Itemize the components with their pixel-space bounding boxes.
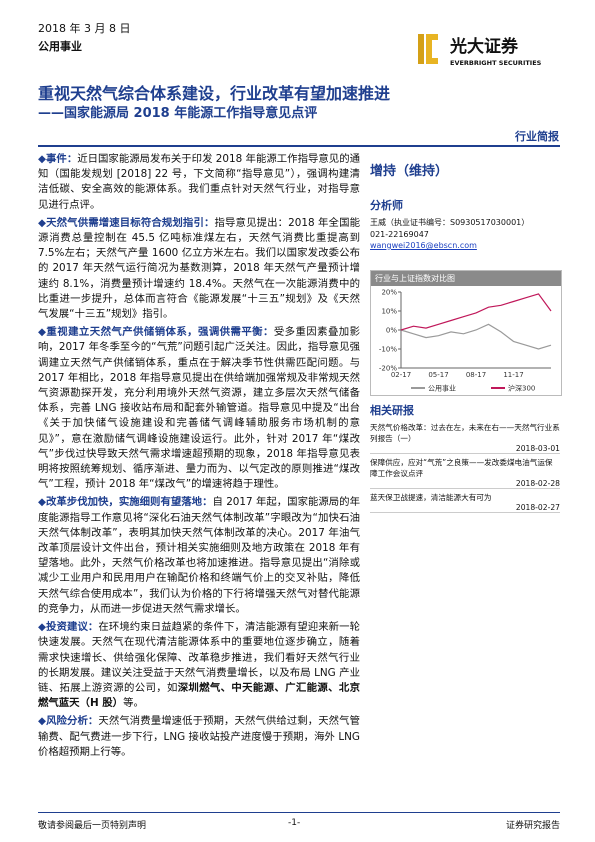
y-tick-label: -10% xyxy=(379,346,397,354)
paragraph-text: 指导意见提出：2018 年全国能源消费总量控制在 45.5 亿吨标准煤左右，天然… xyxy=(38,216,360,321)
footer-left: 敬请参阅最后一页特别声明 xyxy=(38,821,147,831)
sidebar: 增持（维持） 分析师 王威（执业证书编号：S0930517030001） 021… xyxy=(370,152,560,250)
related-date: 2018-03-01 xyxy=(370,444,560,454)
paragraph-heading: ◆重视建立天然气产供储销体系，强调供需平衡： xyxy=(38,326,274,339)
email[interactable]: wangwei2016@ebscn.com xyxy=(370,241,477,250)
related-research: 相关研报 天然气价格改革：过去在左，未来在右——天然气行业系列报告（一） 2018… xyxy=(370,402,560,516)
paragraph-heading: ◆风险分析： xyxy=(38,715,99,728)
x-tick-label: 08-17 xyxy=(466,371,486,379)
paragraph: ◆改革步伐加快，实施细则有望落地：自 2017 年起，国家能源局的年度能源指导工… xyxy=(38,495,360,617)
related-title: 蓝天保卫战提速，清洁能源大有可为 xyxy=(370,493,492,502)
footer: 敬请参阅最后一页特别声明 -1- 证券研究报告 xyxy=(38,812,560,831)
highlight: 深圳燃气、中天能源、广汇能源、北京燃气蓝天（H 股） xyxy=(38,681,360,710)
logo: 光大证券 EVERBRIGHT SECURITIES xyxy=(418,30,558,74)
footer-right: 证券研究报告 xyxy=(505,821,560,831)
logo-bar xyxy=(418,34,424,64)
x-tick-label: 11-17 xyxy=(503,371,523,379)
paragraph: ◆天然气供需增速目标符合规划指引：指导意见提出：2018 年全国能源消费总量控制… xyxy=(38,216,360,322)
paragraph-heading: ◆天然气供需增速目标符合规划指引： xyxy=(38,216,215,229)
chart-title: 行业与上证指数对比图 xyxy=(371,271,561,286)
series-line xyxy=(400,293,552,331)
sector: 公用事业 xyxy=(38,40,82,53)
x-tick-label: 05-17 xyxy=(428,371,448,379)
date: 2018 年 3 月 8 日 xyxy=(38,22,131,35)
paragraph: ◆事件：近日国家能源局发布关于印发 2018 年能源工作指导意见的通知（国能发规… xyxy=(38,152,360,213)
related-title: 保障供应，应对“气荒”之良策——发改委煤电油气运保障工作会议点评 xyxy=(370,458,553,478)
x-tick-label: 02-17 xyxy=(391,371,411,379)
page-number: -1- xyxy=(288,818,301,828)
chart: -20% -10% 0% 10% 20% 02-17 05-17 08-17 11-17 公用事业… xyxy=(379,289,552,393)
paragraph-text: 近日国家能源局发布关于印发 2018 年能源工作指导意见的通知（国能发规划 [2… xyxy=(38,153,360,211)
logo-graphic: 光大证券 EVERBRIGHT SECURITIES xyxy=(418,34,542,67)
related-title: 天然气价格改革：过去在左，未来在右——天然气行业系列报告（一） xyxy=(370,423,560,443)
paragraph-text: 在环境约束日益趋紧的条件下，清洁能源有望迎来新一轮快速发展。天然气在现代清洁能源… xyxy=(38,621,360,694)
paragraph-text: 受多重因素叠加影响，2017 年冬季至今的“气荒”问题引起广泛关注。因此，指导意… xyxy=(38,326,360,491)
phone: 021-22169047 xyxy=(370,230,429,239)
analyst-heading: 分析师 xyxy=(370,199,403,212)
title: 重视天然气综合体系建设，行业改革有望加速推进 xyxy=(38,84,391,103)
subtitle: ——国家能源局 2018 年能源工作指导意见点评 xyxy=(38,106,318,121)
logo-bracket xyxy=(426,34,438,64)
paragraph: ◆投资建议：在环境约束日益趋紧的条件下，清洁能源有望迎来新一轮快速发展。天然气在… xyxy=(38,620,360,711)
paragraph: ◆重视建立天然气产供储销体系，强调供需平衡：受多重因素叠加影响，2017 年冬季… xyxy=(38,325,360,492)
paragraph: ◆风险分析：天然气消费量增速低于预期，天然气供给过剩，天然气管输费、配气费进一步… xyxy=(38,714,360,760)
rating: 增持（维持） xyxy=(370,164,449,179)
paragraph-text: 天然气消费量增速低于预期，天然气供给过剩，天然气管输费、配气费进一步下行，LNG… xyxy=(38,715,360,758)
related-heading: 相关研报 xyxy=(370,404,414,417)
report-type: 行业简报 xyxy=(515,130,559,143)
series-line xyxy=(400,323,552,350)
rule xyxy=(38,145,560,147)
paragraph-heading: ◆事件： xyxy=(38,153,78,165)
brand: 光大证券 xyxy=(449,36,519,57)
paragraph-text: 等。 xyxy=(123,697,144,710)
brand-en: EVERBRIGHT SECURITIES xyxy=(450,59,542,67)
paragraph-heading: ◆投资建议： xyxy=(38,621,99,634)
paragraph-heading: ◆改革步伐加快，实施细则有望落地： xyxy=(38,496,213,509)
chart-box: 行业与上证指数对比图 -20% -10% 0% 10% 20% 02-17 05-17 08-… xyxy=(370,270,562,396)
analyst: 王威（执业证书编号：S0930517030001） xyxy=(370,218,530,227)
related-date: 2018-02-28 xyxy=(370,479,560,489)
y-tick-label: 0% xyxy=(386,327,397,335)
related-date: 2018-02-27 xyxy=(370,503,560,513)
legend-label: 公用事业 xyxy=(428,384,456,393)
y-tick-label: 20% xyxy=(381,289,397,297)
y-tick-label: -20% xyxy=(379,365,397,373)
legend-label: 沪深300 xyxy=(508,384,535,393)
body: ◆事件：近日国家能源局发布关于印发 2018 年能源工作指导意见的通知（国能发规… xyxy=(38,152,360,812)
paragraph-text: 自 2017 年起，国家能源局的年度能源指导工作意见将“深化石油天然气体制改革”… xyxy=(38,496,360,615)
y-tick-label: 10% xyxy=(381,308,397,316)
